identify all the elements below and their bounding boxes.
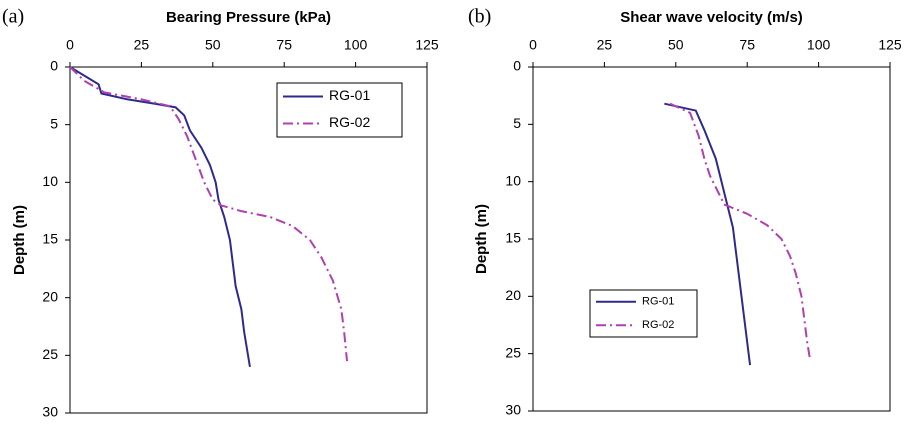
data-line xyxy=(69,66,349,362)
y-tick-label: 5 xyxy=(50,115,58,131)
chart-title: Bearing Pressure (kPa) xyxy=(166,9,331,26)
y-axis-title: Depth (m) xyxy=(473,204,490,274)
x-tick-label: 0 xyxy=(66,37,74,53)
x-tick-label: 125 xyxy=(878,37,902,53)
x-tick-label: 25 xyxy=(597,37,613,53)
y-tick-label: 25 xyxy=(42,346,58,362)
legend-label: RG-02 xyxy=(642,319,674,331)
legend-label: RG-02 xyxy=(329,114,370,130)
x-tick-label: 125 xyxy=(415,37,439,53)
y-tick-label: 25 xyxy=(505,344,521,360)
y-tick-label: 0 xyxy=(50,58,58,74)
y-tick-label: 0 xyxy=(513,58,521,74)
legend-box xyxy=(276,82,403,138)
x-tick-label: 75 xyxy=(276,37,292,53)
legend-box xyxy=(589,289,698,338)
y-tick-label: 20 xyxy=(42,288,58,304)
x-tick-label: 100 xyxy=(807,37,831,53)
y-tick-label: 20 xyxy=(505,287,521,303)
chart-title: Shear wave velocity (m/s) xyxy=(620,9,803,26)
x-tick-label: 50 xyxy=(668,37,684,53)
data-line xyxy=(664,102,752,366)
x-tick-label: 0 xyxy=(529,37,537,53)
panel-label: (a) xyxy=(2,6,24,28)
y-tick-label: 15 xyxy=(505,230,521,246)
data-line xyxy=(69,66,251,368)
plot-frame xyxy=(532,66,891,412)
x-tick-label: 100 xyxy=(344,37,368,53)
legend-label: RG-01 xyxy=(329,87,370,103)
y-tick-label: 15 xyxy=(42,231,58,247)
x-tick-label: 75 xyxy=(739,37,755,53)
x-tick-label: 50 xyxy=(205,37,221,53)
data-line xyxy=(669,102,812,360)
legend-label: RG-01 xyxy=(642,296,674,308)
y-tick-label: 5 xyxy=(513,115,521,131)
y-tick-label: 10 xyxy=(505,172,521,188)
y-tick-label: 10 xyxy=(42,173,58,189)
y-tick-label: 30 xyxy=(42,404,58,420)
y-axis-title: Depth (m) xyxy=(11,205,28,275)
panel-label: (b) xyxy=(468,6,491,28)
x-tick-label: 25 xyxy=(134,37,150,53)
y-tick-label: 30 xyxy=(505,402,521,418)
